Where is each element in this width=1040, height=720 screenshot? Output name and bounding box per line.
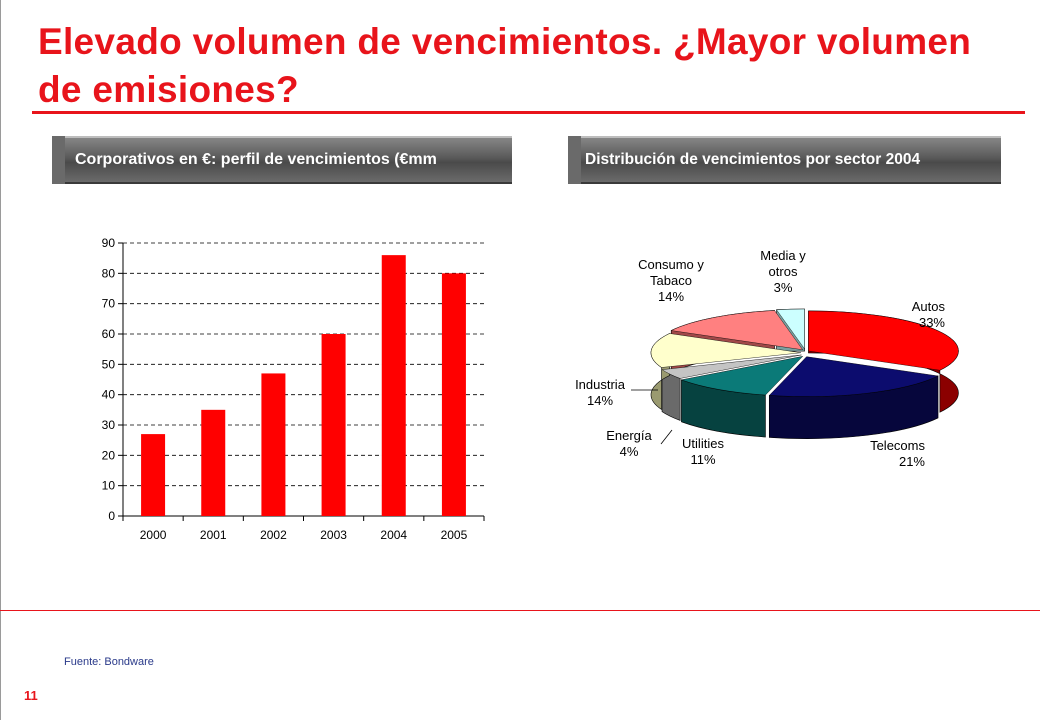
pie-label: Utilities 11% [682, 436, 724, 467]
y-tick-label: 0 [108, 509, 115, 523]
x-tick-label: 2004 [380, 528, 407, 542]
x-tick-label: 2001 [200, 528, 227, 542]
left-frame-line [0, 0, 1, 720]
y-tick-label: 70 [102, 297, 116, 311]
x-tick-label: 2000 [140, 528, 167, 542]
leader-line [660, 429, 673, 445]
bar-2001 [201, 409, 226, 516]
pie-label: Telecoms 21% [870, 438, 925, 469]
bar-2000 [141, 434, 166, 516]
pie-slice-media-y [776, 308, 805, 350]
y-tick-label: 60 [102, 327, 116, 341]
title-underline [32, 111, 1025, 114]
pie-label: Industria 14% [575, 377, 626, 408]
y-tick-label: 30 [102, 418, 116, 432]
pie-label: Energía 4% [606, 428, 652, 459]
y-tick-label: 80 [102, 266, 116, 280]
page-number: 11 [24, 688, 38, 703]
y-tick-label: 50 [102, 357, 116, 371]
y-tick-label: 40 [102, 388, 116, 402]
y-tick-label: 10 [102, 479, 116, 493]
sector-pie-chart: Autos 33% Telecoms 21% Utilities 11% Energía 4%… [575, 248, 959, 469]
right-panel-header: Distribución de vencimientos por sector … [568, 136, 1001, 184]
x-tick-label: 2005 [441, 528, 468, 542]
bar-2002 [261, 373, 286, 516]
bar-2005 [441, 273, 466, 516]
maturity-bar-chart: 0 10 20 30 40 50 60 70 80 90 2000 2001 2002 2003 2004 2… [102, 236, 485, 542]
pie-slice-industria [650, 333, 802, 368]
slide-title: Elevado volumen de vencimientos. ¿Mayor … [38, 21, 972, 110]
footer-divider [0, 610, 1040, 611]
pie-slice-consumo-y [670, 310, 804, 351]
pie-slice-utilities [680, 355, 804, 396]
pie-slice-autos [808, 310, 959, 371]
bar-2004 [381, 255, 406, 516]
y-tick-label: 90 [102, 236, 116, 250]
pie-label: Consumo y Tabaco 14% [638, 257, 704, 304]
pie-slice-telecoms [768, 356, 939, 397]
x-tick-label: 2002 [260, 528, 287, 542]
pie-slice-energía [661, 354, 802, 379]
source-note: Fuente: Bondware [64, 656, 154, 668]
bar-2003 [321, 334, 346, 516]
y-tick-label: 20 [102, 448, 116, 462]
x-tick-label: 2003 [320, 528, 347, 542]
pie-label: Autos 33% [912, 299, 946, 330]
pie-label: Media y otros 3% [760, 248, 806, 295]
left-panel-header: Corporativos en €: perfil de vencimiento… [52, 136, 512, 184]
